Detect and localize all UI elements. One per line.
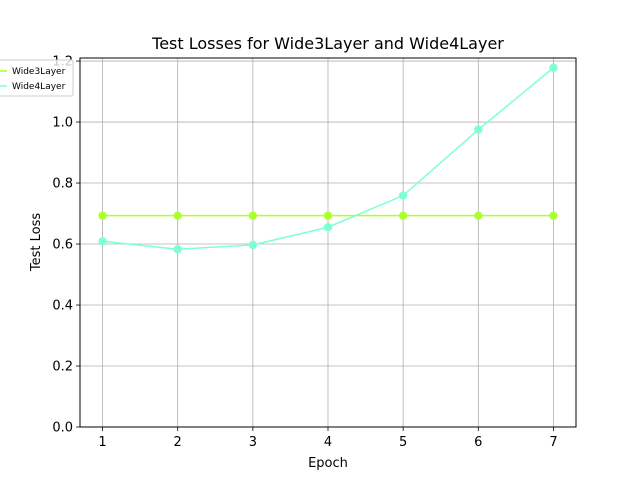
y-tick-label: 0.0	[52, 421, 73, 436]
data-point	[474, 211, 483, 220]
legend: Wide3Layer Wide4Layer	[0, 59, 74, 97]
legend-label: Wide4Layer	[12, 82, 66, 92]
x-tick-label: 6	[474, 435, 482, 450]
grid	[80, 58, 576, 428]
data-point	[323, 211, 333, 220]
series-layer	[98, 63, 558, 254]
data-point	[474, 125, 483, 134]
x-tick-label: 4	[324, 435, 332, 450]
data-point	[549, 211, 558, 220]
series-wide4layer	[98, 63, 558, 254]
data-point	[323, 223, 333, 232]
legend-box	[0, 59, 74, 97]
y-axis-label: Test Loss	[29, 213, 44, 272]
y-tick-label: 0.6	[52, 238, 73, 253]
data-point	[398, 191, 408, 200]
y-tick-label: 0.8	[52, 177, 73, 192]
data-point	[173, 245, 182, 254]
y-tick-label: 0.2	[52, 360, 73, 375]
x-tick-label: 1	[98, 435, 106, 450]
data-point	[173, 211, 182, 220]
data-point	[98, 211, 107, 220]
y-tick-label: 0.4	[52, 299, 73, 314]
data-point	[248, 211, 258, 220]
chart-title: Test Losses for Wide3Layer and Wide4Laye…	[151, 34, 504, 53]
data-point	[248, 240, 258, 250]
legend-label: Wide3Layer	[12, 67, 66, 77]
x-tick-label: 3	[249, 435, 257, 450]
data-point	[398, 211, 408, 220]
series-wide3layer	[98, 211, 558, 220]
data-point	[98, 237, 107, 246]
x-tick-label: 5	[399, 435, 407, 450]
x-tick-label: 2	[174, 435, 182, 450]
y-tick-label: 1.0	[52, 116, 73, 131]
x-tick-label: 7	[549, 435, 557, 450]
data-point	[549, 63, 558, 72]
x-axis-label: Epoch	[308, 456, 348, 471]
